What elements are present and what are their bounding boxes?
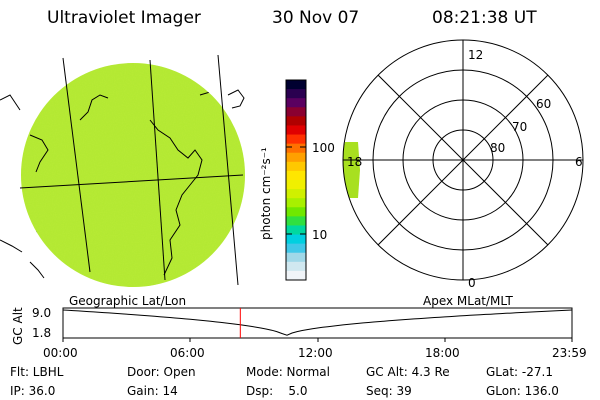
info-glat: GLat: -27.1 [486, 365, 553, 379]
colorbar-segment [286, 161, 306, 172]
colorbar-segment [286, 189, 306, 199]
colorbar-segment [286, 170, 306, 181]
info-flt: Flt: LBHL [10, 365, 64, 379]
colorbar-segment [286, 80, 306, 90]
colorbar-segment [286, 107, 306, 117]
timeline-xtick-0600: 06:00 [170, 346, 205, 360]
colorbar-segment [286, 216, 306, 226]
date-label: 30 Nov 07 [272, 8, 360, 28]
colorbar-segment [286, 143, 306, 154]
timeline-ylabel: GC Alt [11, 307, 25, 345]
info-gain: Gain: 14 [127, 384, 178, 398]
info-gcalt: GC Alt: 4.3 Re [366, 365, 450, 379]
colorbar [286, 80, 306, 281]
mlat-label-70: 70 [512, 120, 528, 134]
colorbar-segment [286, 261, 306, 272]
info-glon: GLon: 136.0 [486, 384, 559, 398]
info-door: Door: Open [127, 365, 196, 379]
polar-uv-patch [343, 142, 360, 198]
polar-plot-label: Apex MLat/MLT [423, 294, 513, 308]
altitude-timeline [62, 307, 573, 342]
colorbar-segment [286, 243, 306, 254]
colorbar-segment [286, 125, 306, 136]
timeline-frame [62, 307, 573, 339]
info-ip: IP: 36.0 [10, 384, 56, 398]
colorbar-segment [286, 252, 306, 263]
colorbar-segment [286, 89, 306, 99]
geographic-map [21, 63, 245, 287]
colorbar-segment [286, 98, 306, 108]
colorbar-segment [286, 180, 306, 190]
geo-grid-lines [19, 54, 244, 286]
colorbar-segment [286, 207, 306, 217]
colorbar-segment [286, 270, 306, 281]
mlt-label-12: 12 [468, 48, 484, 62]
coastlines-outside [0, 89, 245, 279]
mlt-label-0: 0 [468, 276, 476, 290]
colorbar-frame [285, 79, 307, 281]
geo-map-label: Geographic Lat/Lon [69, 294, 187, 308]
colorbar-segment [286, 234, 306, 245]
timeline-ticks [62, 338, 573, 342]
colorbar-segment [286, 198, 306, 208]
info-mode: Mode: Normal [246, 365, 330, 379]
timeline-xtick-0000: 00:00 [43, 346, 78, 360]
colorbar-tick-100: 100 [312, 141, 335, 155]
mlat-label-80: 80 [490, 141, 506, 155]
mlt-label-18: 18 [347, 155, 363, 169]
time-label: 08:21:38 UT [432, 8, 537, 28]
colorbar-segment [286, 225, 306, 236]
colorbar-tick-10: 10 [312, 228, 328, 242]
colorbar-segment [286, 152, 306, 163]
colorbar-segment [286, 116, 306, 126]
altitude-curve [62, 309, 573, 336]
timeline-xtick-2359: 23:59 [552, 346, 587, 360]
colorbar-tick-marks [286, 146, 306, 235]
polar-spokes [343, 40, 583, 280]
mlat-label-60: 60 [536, 97, 552, 111]
colorbar-unit-label: photon cm⁻²s⁻¹ [259, 147, 273, 240]
instrument-title: Ultraviolet Imager [47, 8, 201, 28]
colorbar-segment [286, 134, 306, 145]
timeline-xtick-1200: 12:00 [298, 346, 333, 360]
mlt-label-6: 6 [575, 155, 583, 169]
info-seq: Seq: 39 [366, 384, 412, 398]
timeline-ymin: 1.8 [32, 326, 52, 340]
info-dsp: Dsp: 5.0 [246, 384, 308, 398]
uv-disk-texture [21, 63, 245, 287]
timeline-xtick-1800: 18:00 [425, 346, 460, 360]
timeline-ymax: 9.0 [32, 306, 52, 320]
polar-plot [342, 39, 584, 281]
